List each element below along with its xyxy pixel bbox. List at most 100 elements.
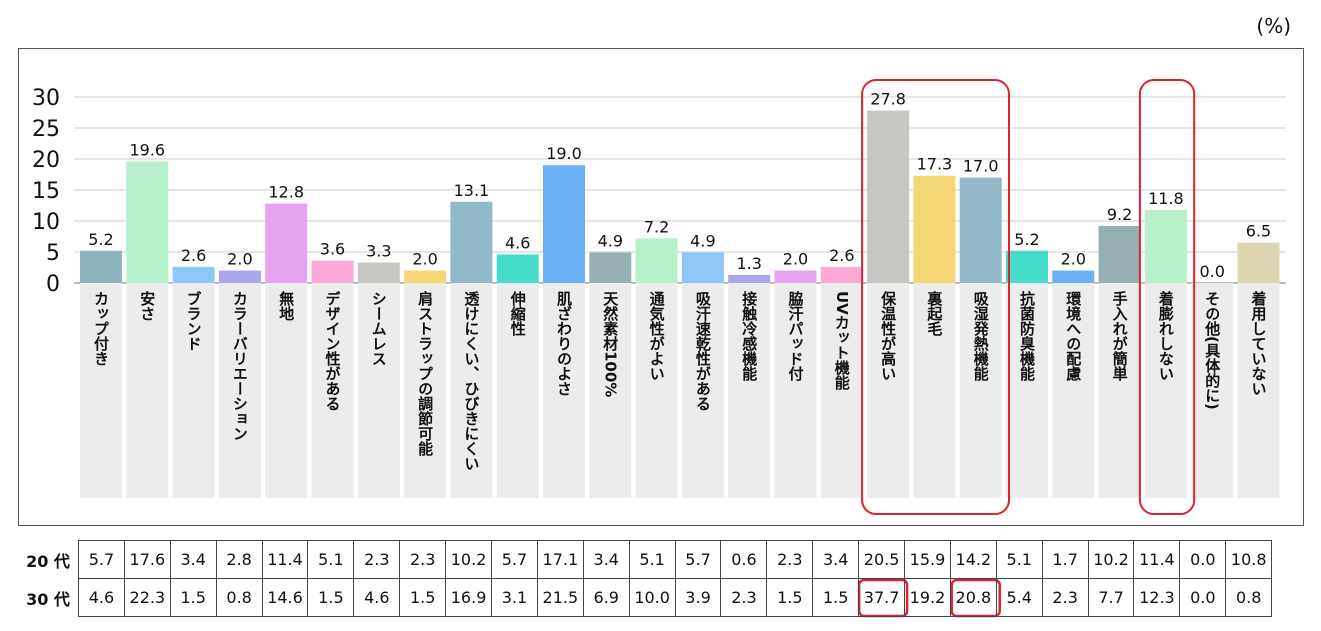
bar xyxy=(496,254,539,283)
bar xyxy=(80,250,122,283)
category-panel xyxy=(1144,283,1187,498)
bar xyxy=(1098,225,1141,283)
y-tick-label: 20 xyxy=(32,148,60,173)
row-header: 30 代 xyxy=(26,589,70,609)
value-label: 19.0 xyxy=(546,144,582,163)
category-label: 着膨れしない xyxy=(1157,290,1175,381)
category-label: 抗菌防臭機能 xyxy=(1018,290,1036,382)
table-cell: 3.9 xyxy=(674,578,722,617)
table-cell: 2.3 xyxy=(399,540,447,579)
table-cell: 17.1 xyxy=(536,540,584,579)
table-cell: 4.6 xyxy=(78,578,125,617)
table-cell: 37.7 xyxy=(858,578,906,617)
category-panel xyxy=(172,283,215,498)
category-panel xyxy=(357,283,400,498)
category-label: 安さ xyxy=(138,290,156,321)
value-label: 9.2 xyxy=(1107,205,1132,224)
table-cell: 0.6 xyxy=(720,540,768,579)
table-cell: 10.0 xyxy=(628,578,676,617)
category-label: ブランド xyxy=(185,290,203,351)
category-label: 環境への配慮 xyxy=(1064,291,1082,382)
category-label: 天然素材100% xyxy=(601,291,619,397)
y-tick-label: 30 xyxy=(32,86,60,111)
category-panel xyxy=(959,283,1002,498)
table-cell: 2.3 xyxy=(720,578,768,617)
bar xyxy=(172,266,215,283)
table-cell: 1.5 xyxy=(766,578,814,617)
table-cell: 3.4 xyxy=(812,540,860,579)
category-panel xyxy=(1237,283,1280,498)
y-tick-label: 0 xyxy=(46,272,60,297)
chart-frame xyxy=(18,48,1304,526)
value-label: 5.2 xyxy=(88,230,113,249)
table-cell: 11.4 xyxy=(261,540,309,579)
category-panel xyxy=(311,283,354,498)
table-cell: 3.1 xyxy=(491,578,538,617)
bar xyxy=(867,110,910,283)
category-label: 手入れが簡単 xyxy=(1111,290,1129,382)
bar xyxy=(913,175,956,283)
table-cell: 2.3 xyxy=(1041,578,1089,617)
table-cell: 0.8 xyxy=(215,578,263,617)
category-panel xyxy=(543,283,585,498)
category-panel xyxy=(820,283,863,498)
table-cell: 10.8 xyxy=(1225,540,1273,579)
bar xyxy=(1006,250,1048,283)
bar xyxy=(450,201,493,283)
table-cell: 10.2 xyxy=(445,540,493,579)
bar xyxy=(1052,270,1095,283)
row-header: 20 代 xyxy=(26,551,70,571)
table-cell: 1.5 xyxy=(307,578,355,617)
category-label: 裏起毛 xyxy=(925,290,943,336)
table-cell: 11.4 xyxy=(1133,540,1181,579)
table-cell: 22.3 xyxy=(123,578,171,617)
table-cell: 2.8 xyxy=(215,540,263,579)
table-cell: 4.6 xyxy=(353,578,401,617)
category-panel xyxy=(635,283,678,498)
bar xyxy=(1144,209,1187,283)
bar xyxy=(311,260,354,283)
category-label: シームレス xyxy=(370,291,388,366)
category-panel xyxy=(681,283,724,498)
category-label: 吸湿発熱機能 xyxy=(972,291,990,382)
table-cell: 0.0 xyxy=(1179,540,1227,579)
category-label: 脇汗パッド付 xyxy=(787,290,805,382)
bar xyxy=(543,165,585,283)
value-label: 2.0 xyxy=(227,250,252,269)
table-cell: 5.1 xyxy=(307,540,355,579)
category-label: 通気性がよい xyxy=(648,291,666,381)
category-label: デザイン性がある xyxy=(324,290,342,411)
y-tick-label: 25 xyxy=(32,117,60,142)
bar xyxy=(635,238,678,283)
bar xyxy=(774,270,817,283)
value-label: 2.6 xyxy=(829,246,854,265)
y-tick-label: 5 xyxy=(46,241,60,266)
table-cell: 3.4 xyxy=(582,540,630,579)
value-label: 27.8 xyxy=(870,90,906,109)
highlight-box xyxy=(861,79,1010,515)
bar xyxy=(404,270,447,283)
bar xyxy=(728,274,771,283)
table-cell: 7.7 xyxy=(1087,578,1135,617)
table-cell: 1.5 xyxy=(812,578,860,617)
value-label: 2.6 xyxy=(181,246,206,265)
table-cell: 21.5 xyxy=(536,578,584,617)
category-panel xyxy=(1006,283,1048,498)
category-label: 肩ストラップの調節可能 xyxy=(416,290,434,457)
table-cell: 14.2 xyxy=(949,540,997,579)
table-cell: 0.0 xyxy=(1179,578,1227,617)
category-label: 吸汗速乾性がある xyxy=(694,291,712,411)
age-breakdown-table: 20 代 5.7 17.6 3.4 2.8 11.4 5.1 2.3 2.3 10.2 5.7 17.… xyxy=(18,540,1273,617)
value-label: 1.3 xyxy=(736,254,761,273)
category-panel xyxy=(1052,283,1095,498)
category-label: 伸縮性 xyxy=(509,290,527,337)
y-tick-label: 10 xyxy=(32,210,60,235)
category-label: カップ付き xyxy=(92,291,110,366)
value-label: 17.3 xyxy=(917,155,953,174)
category-panel xyxy=(496,283,539,498)
table-cell: 5.1 xyxy=(628,540,676,579)
highlight-box xyxy=(1138,79,1196,515)
bar xyxy=(820,266,863,283)
table-cell: 6.9 xyxy=(582,578,630,617)
